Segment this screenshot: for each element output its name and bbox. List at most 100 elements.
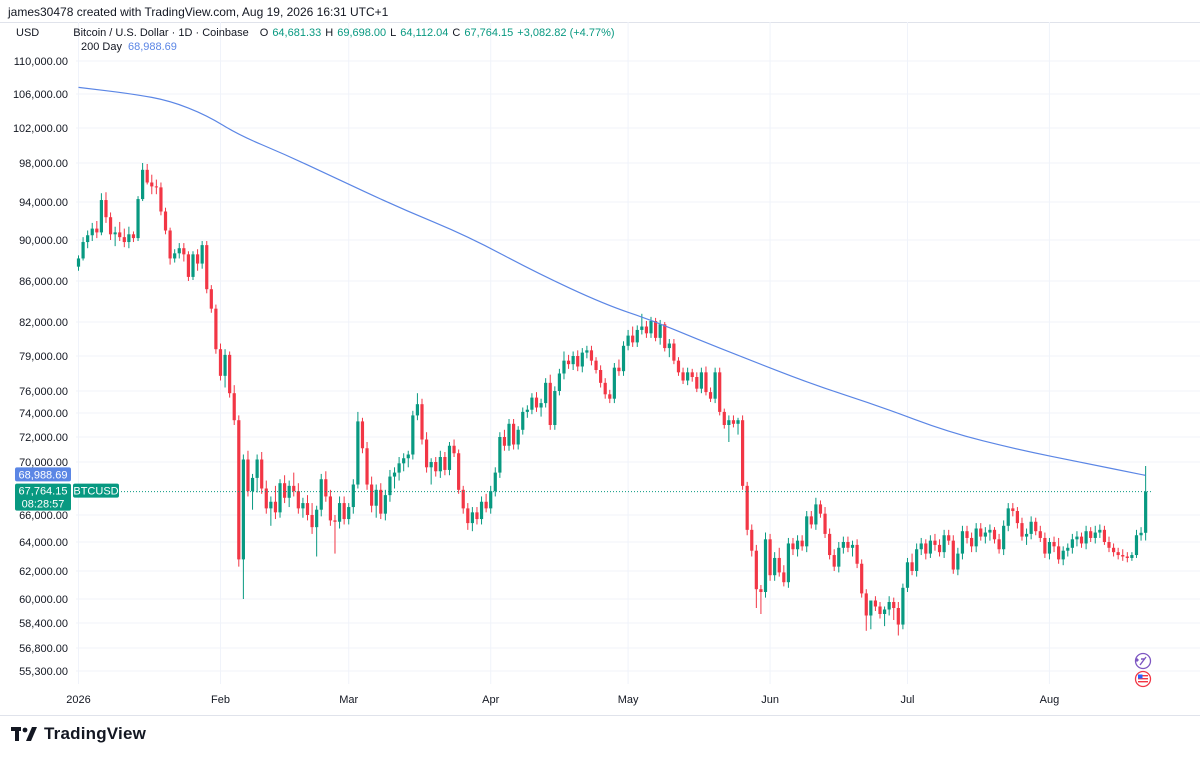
- candle: [626, 329, 630, 351]
- candle: [690, 368, 694, 382]
- tradingview-logo[interactable]: TradingView: [10, 724, 146, 744]
- candle-body: [924, 543, 928, 554]
- candle: [228, 351, 232, 398]
- candle: [1034, 517, 1038, 536]
- candle: [887, 596, 891, 616]
- candle: [255, 454, 259, 493]
- candle: [122, 228, 126, 248]
- candle: [942, 529, 946, 558]
- candle: [695, 372, 699, 393]
- candle-body: [516, 429, 520, 445]
- x-tick-label: Mar: [339, 694, 358, 706]
- candle: [937, 539, 942, 557]
- close-value: 67,764.15: [464, 27, 514, 39]
- candle: [795, 535, 800, 557]
- event-spark-icon[interactable]: [1134, 652, 1152, 670]
- candle-body: [131, 234, 136, 239]
- candle: [745, 481, 749, 536]
- candle: [754, 544, 758, 608]
- candle-body: [127, 234, 131, 243]
- candle-body: [1075, 536, 1079, 540]
- time-axis: 2026 Feb Mar Apr May Jun Jul Aug: [66, 694, 1059, 706]
- price-chart[interactable]: 110,000.00 106,000.00 102,000.00 98,000.00 9…: [0, 22, 1200, 714]
- candle-body: [768, 539, 772, 576]
- change-value: +3,082.82 (+4.77%): [517, 27, 615, 39]
- candle: [548, 374, 552, 430]
- candle-body: [1020, 523, 1024, 537]
- candle-body: [970, 537, 974, 547]
- candle-body: [1130, 555, 1134, 558]
- candle: [635, 325, 639, 347]
- candle-body: [658, 324, 662, 338]
- countdown-text: 08:28:57: [22, 499, 65, 511]
- candle: [841, 536, 845, 554]
- us-economic-event-icon[interactable]: [1134, 670, 1152, 688]
- candle: [924, 539, 928, 560]
- candle-body: [86, 235, 90, 243]
- candle-body: [232, 393, 236, 421]
- candle: [168, 227, 172, 265]
- candle: [617, 359, 621, 376]
- candle-body: [1061, 550, 1065, 560]
- candle-body: [887, 602, 891, 610]
- candle-body: [1038, 531, 1042, 538]
- candle-body: [951, 540, 955, 570]
- candle-body: [228, 354, 232, 394]
- candle-body: [1107, 542, 1111, 548]
- candle-body: [718, 372, 722, 412]
- candle-body: [644, 326, 649, 334]
- candle: [521, 407, 525, 435]
- candle: [223, 349, 227, 388]
- candle: [328, 489, 332, 526]
- candle: [878, 602, 882, 619]
- candle-body: [237, 420, 241, 560]
- candle-body: [319, 479, 323, 510]
- candle-body: [301, 503, 305, 509]
- candle: [525, 405, 529, 418]
- candle-body: [489, 491, 493, 509]
- candle: [905, 557, 910, 592]
- candle-body: [782, 572, 786, 583]
- candle: [681, 367, 685, 384]
- candle-body: [452, 445, 456, 454]
- candle-body: [99, 200, 103, 233]
- candle: [1038, 525, 1042, 542]
- ticker-tag-bg: [73, 483, 119, 498]
- candle: [99, 193, 103, 236]
- candle: [718, 367, 722, 416]
- candle-body: [191, 254, 195, 277]
- currency-label[interactable]: USD: [16, 27, 40, 39]
- candle-body: [837, 547, 841, 567]
- candle-body: [118, 232, 122, 238]
- close-label: C: [452, 27, 461, 39]
- candle-body: [223, 354, 227, 376]
- y-tick-label: 74,000.00: [19, 408, 68, 420]
- ma-legend-label[interactable]: 200 Day: [81, 41, 122, 53]
- candle: [457, 449, 461, 494]
- candle: [397, 457, 401, 481]
- candle: [910, 553, 914, 576]
- candle-body: [860, 563, 864, 594]
- candle: [1093, 525, 1097, 544]
- candle-body: [342, 503, 346, 520]
- candle-body: [1093, 532, 1097, 538]
- symbol-description[interactable]: Bitcoin / U.S. Dollar · 1D · Coinbase: [73, 27, 249, 39]
- candle: [104, 192, 108, 223]
- candle-body: [754, 550, 758, 590]
- candle: [461, 485, 465, 514]
- candle: [873, 596, 878, 611]
- candle-body: [988, 529, 992, 533]
- candle-body: [292, 485, 296, 492]
- candle: [447, 442, 452, 476]
- candle-body: [759, 589, 763, 592]
- candle: [997, 533, 1001, 554]
- candle: [663, 322, 667, 352]
- candle-body: [727, 420, 731, 425]
- candle: [612, 363, 616, 404]
- candle: [498, 432, 502, 478]
- candle-body: [145, 169, 149, 183]
- candle-body: [1043, 537, 1047, 554]
- candle-body: [928, 540, 932, 554]
- candle-body: [534, 397, 539, 408]
